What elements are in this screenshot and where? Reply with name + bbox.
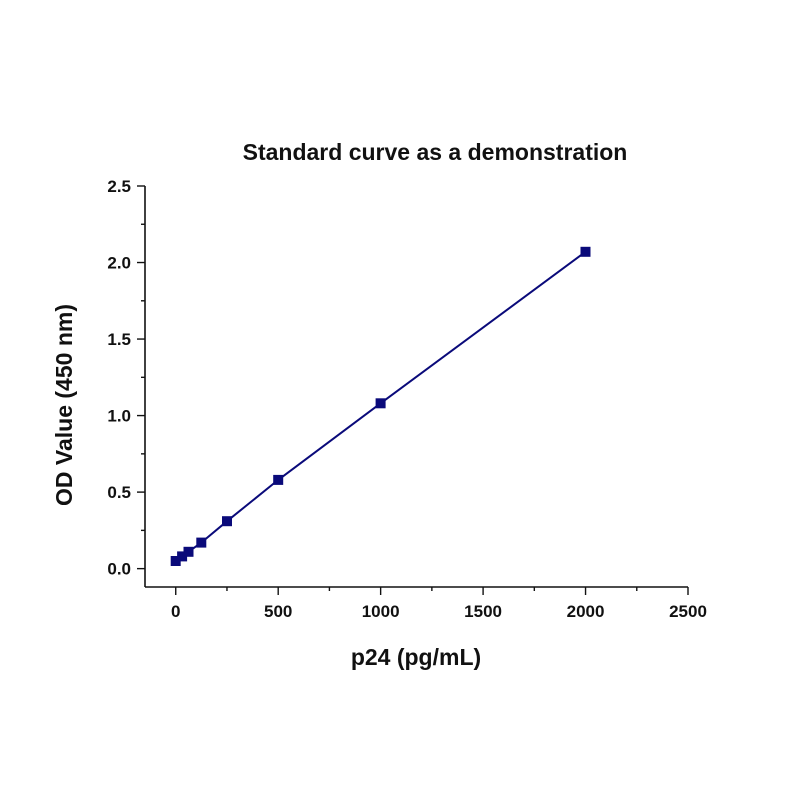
axes xyxy=(144,186,688,588)
y-ticks: 0.0 0.5 1.0 1.5 2.0 2.5 xyxy=(107,177,145,579)
chart-title: Standard curve as a demonstration xyxy=(243,139,628,165)
y-tick-label: 2.0 xyxy=(107,254,131,273)
x-tick-label: 1000 xyxy=(362,602,400,621)
y-tick-label: 0.0 xyxy=(107,560,131,579)
x-tick-label: 1500 xyxy=(464,602,502,621)
y-tick-label: 1.5 xyxy=(107,330,131,349)
data-point xyxy=(580,246,591,257)
data-series xyxy=(170,246,591,566)
x-axis-label: p24 (pg/mL) xyxy=(351,644,481,670)
y-tick-label: 1.0 xyxy=(107,407,131,426)
data-point xyxy=(375,398,386,409)
y-tick-label: 2.5 xyxy=(107,177,131,196)
x-ticks: 0 500 1000 1500 2000 2500 xyxy=(171,587,707,621)
x-tick-label: 0 xyxy=(171,602,180,621)
x-tick-label: 500 xyxy=(264,602,292,621)
y-axis-label: OD Value (450 nm) xyxy=(51,304,77,506)
x-tick-label: 2000 xyxy=(567,602,605,621)
data-point xyxy=(273,474,284,485)
data-point xyxy=(170,556,181,566)
data-point xyxy=(222,516,232,527)
x-tick-label: 2500 xyxy=(669,602,707,621)
data-point xyxy=(177,551,188,562)
data-point xyxy=(183,546,194,557)
data-point xyxy=(196,537,207,548)
y-tick-label: 0.5 xyxy=(107,483,131,502)
